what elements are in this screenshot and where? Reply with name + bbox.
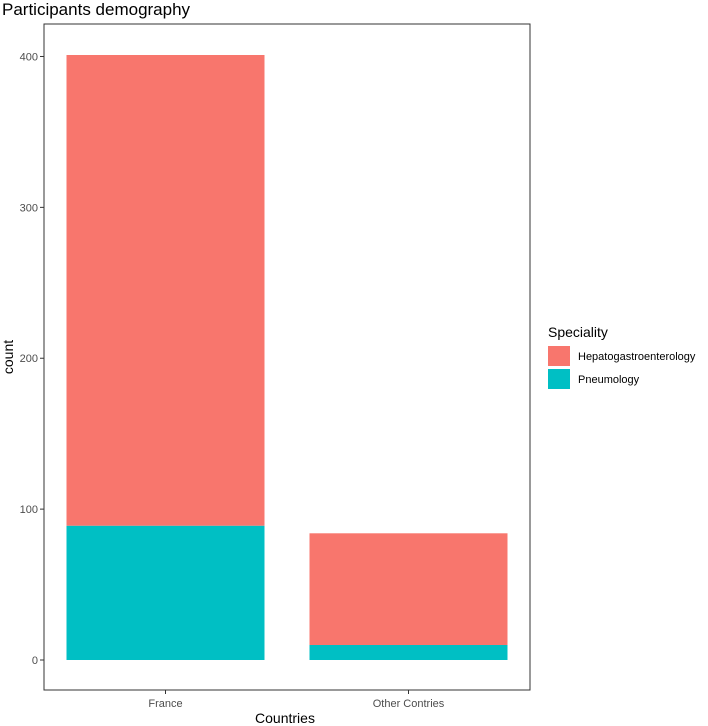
legend-key-pneumology	[548, 369, 570, 389]
y-tick-label: 200	[20, 353, 38, 365]
x-axis: France Other Contries	[148, 690, 445, 710]
legend-title: Speciality	[548, 324, 608, 340]
bar-hepatogastroenterology-other-contries	[309, 533, 508, 645]
y-tick-label: 300	[20, 202, 38, 214]
y-tick-label: 100	[20, 504, 38, 516]
bar-pneumology-other-contries	[309, 644, 508, 660]
bar-pneumology-france	[66, 525, 265, 660]
bars-group	[66, 55, 508, 660]
y-axis: 0 100 200 300 400	[20, 51, 44, 667]
x-tick-label: Other Contries	[373, 698, 445, 710]
bar-hepatogastroenterology-france	[66, 55, 265, 526]
legend: Speciality Hepatogastroenterology Pneumol…	[548, 324, 696, 389]
y-tick-label: 0	[32, 655, 38, 667]
chart-title: Participants demography	[2, 0, 191, 19]
legend-label-pneumology: Pneumology	[578, 374, 640, 386]
legend-label-hepatogastroenterology: Hepatogastroenterology	[578, 351, 696, 363]
legend-key-hepatogastroenterology	[548, 346, 570, 366]
y-axis-label: count	[0, 340, 16, 374]
x-axis-label: Countries	[255, 710, 315, 726]
x-tick-label: France	[148, 698, 182, 710]
y-tick-label: 400	[20, 51, 38, 63]
